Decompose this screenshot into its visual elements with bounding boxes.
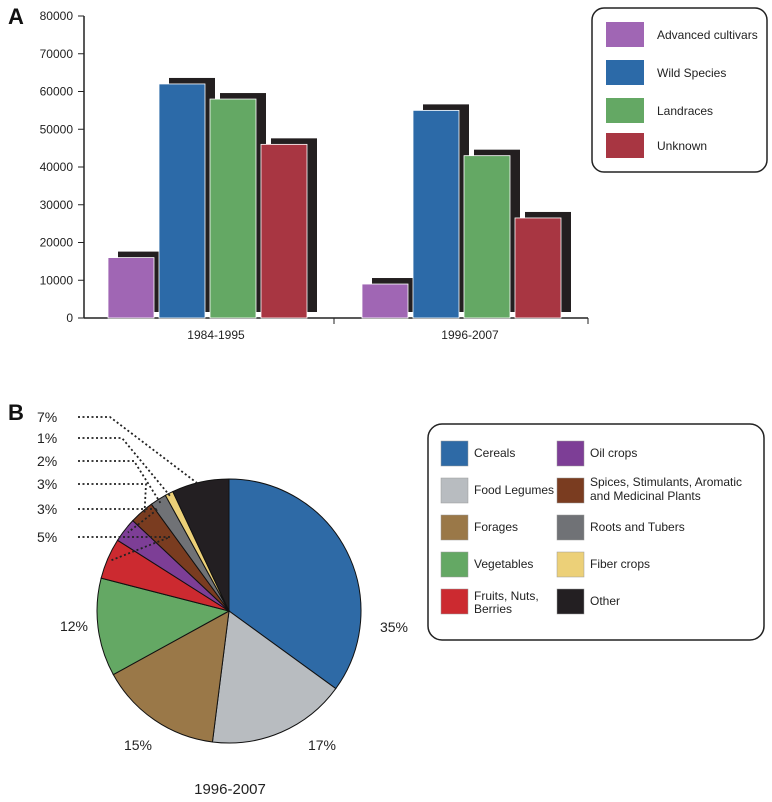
legend-label: Advanced cultivars bbox=[657, 28, 758, 42]
pie-slice bbox=[172, 478, 230, 612]
legend-label: Unknown bbox=[657, 139, 707, 153]
pie-legend-swatch bbox=[440, 440, 469, 467]
y-axis-ticks: 0 10000 20000 30000 40000 50000 60000 70000 8000… bbox=[40, 9, 84, 325]
panel-label-a: A bbox=[8, 4, 24, 29]
bar-chart: 0 10000 20000 30000 40000 50000 60000 70000 8000… bbox=[40, 7, 768, 342]
y-tick-label: 60000 bbox=[40, 85, 74, 99]
pie-leader-line bbox=[78, 508, 161, 534]
pie-legend-label: Fiber crops bbox=[590, 557, 650, 571]
y-tick-label: 10000 bbox=[40, 273, 74, 287]
pie-legend-label: Cereals bbox=[474, 446, 515, 460]
bar-legend-frame bbox=[591, 7, 768, 173]
panel-label-b: B bbox=[8, 400, 24, 425]
pie-slice bbox=[96, 577, 231, 676]
pie-slice-label: 7% bbox=[37, 409, 57, 425]
pie-legend-label: Food Legumes bbox=[474, 483, 554, 497]
pie-slice-label: 17% bbox=[308, 737, 336, 753]
bar-marks bbox=[107, 77, 571, 319]
bar bbox=[260, 143, 308, 319]
y-tick-label: 20000 bbox=[40, 236, 74, 250]
pie-slice bbox=[211, 610, 337, 744]
pie-slice-label: 5% bbox=[37, 529, 57, 545]
bar bbox=[412, 109, 460, 319]
bar bbox=[209, 98, 257, 319]
pie-slices bbox=[96, 478, 362, 744]
legend-swatch bbox=[606, 22, 644, 47]
bar bbox=[107, 257, 155, 319]
pie-slice bbox=[228, 478, 362, 690]
pie-title: 1996-2007 bbox=[194, 781, 266, 798]
bar bbox=[361, 283, 409, 319]
pie-legend-label: Forages bbox=[474, 520, 518, 534]
bar bbox=[158, 83, 206, 319]
pie-legend-label: Oil crops bbox=[590, 446, 637, 460]
legend-swatch bbox=[606, 133, 644, 158]
pie-legend-frame bbox=[427, 423, 765, 641]
y-tick-label: 30000 bbox=[40, 198, 74, 212]
x-tick-label: 1996-2007 bbox=[441, 328, 499, 342]
pie-legend-label: Spices, Stimulants, Aromatic and Medicina… bbox=[590, 475, 742, 503]
y-tick-label: 70000 bbox=[40, 47, 74, 61]
pie-legend-label-line: Berries bbox=[474, 602, 512, 616]
pie-leader-line bbox=[78, 483, 147, 516]
pie-legend-swatch bbox=[440, 477, 469, 504]
pie-slice-label: 15% bbox=[124, 737, 152, 753]
bar-legend: Advanced cultivars Wild Species Landraces U… bbox=[591, 7, 768, 173]
y-tick-label: 80000 bbox=[40, 9, 74, 23]
pie-leader-line bbox=[78, 437, 172, 498]
pie-legend-swatch bbox=[440, 551, 469, 578]
pie-legend-swatch bbox=[556, 440, 585, 467]
legend-swatch bbox=[606, 60, 644, 85]
pie-legend-label: Roots and Tubers bbox=[590, 520, 685, 534]
pie-legend-label: Other bbox=[590, 594, 620, 608]
x-axis-labels: 1984-1995 1996-2007 bbox=[187, 318, 589, 342]
y-tick-label: 40000 bbox=[40, 160, 74, 174]
x-tick-label: 1984-1995 bbox=[187, 328, 245, 342]
pie-leader-line bbox=[78, 460, 162, 504]
pie-slice-labels: 35% 17% 15% 12% 5% 3% 3% 2% 1% 7% bbox=[37, 409, 408, 753]
pie-slice-label: 12% bbox=[60, 618, 88, 634]
pie-legend-swatch bbox=[556, 477, 585, 504]
bar bbox=[514, 217, 562, 319]
pie-legend-swatch bbox=[556, 588, 585, 615]
pie-slice-label: 1% bbox=[37, 430, 57, 446]
y-tick-label: 50000 bbox=[40, 122, 74, 136]
pie-slice-label: 3% bbox=[37, 476, 57, 492]
pie-legend-swatch bbox=[440, 588, 469, 615]
pie-legend: Cereals Food Legumes Forages Vegetables Frui… bbox=[427, 423, 765, 641]
y-tick-label: 0 bbox=[66, 311, 73, 325]
pie-leader-lines bbox=[78, 416, 202, 562]
pie-chart: 35% 17% 15% 12% 5% 3% 3% 2% 1% 7% 1996-2007 Cerea… bbox=[37, 409, 765, 798]
pie-slice-label: 3% bbox=[37, 501, 57, 517]
pie-legend-swatch bbox=[440, 514, 469, 541]
legend-label: Landraces bbox=[657, 104, 713, 118]
pie-legend-swatch bbox=[556, 514, 585, 541]
pie-slice bbox=[112, 610, 230, 743]
legend-swatch bbox=[606, 98, 644, 123]
pie-leader-line bbox=[78, 536, 171, 562]
pie-legend-label-line: and Medicinal Plants bbox=[590, 489, 701, 503]
bar bbox=[463, 155, 511, 319]
pie-leader-line bbox=[78, 416, 202, 487]
legend-label: Wild Species bbox=[657, 66, 726, 80]
pie-legend-label-line: Spices, Stimulants, Aromatic bbox=[590, 475, 742, 489]
pie-slice-label: 2% bbox=[37, 453, 57, 469]
pie-legend-label-line: Fruits, Nuts, bbox=[474, 589, 539, 603]
pie-legend-label: Fruits, Nuts, Berries bbox=[474, 589, 539, 616]
pie-slice-label: 35% bbox=[380, 619, 408, 635]
pie-legend-label: Vegetables bbox=[474, 557, 533, 571]
pie-legend-swatch bbox=[556, 551, 585, 578]
